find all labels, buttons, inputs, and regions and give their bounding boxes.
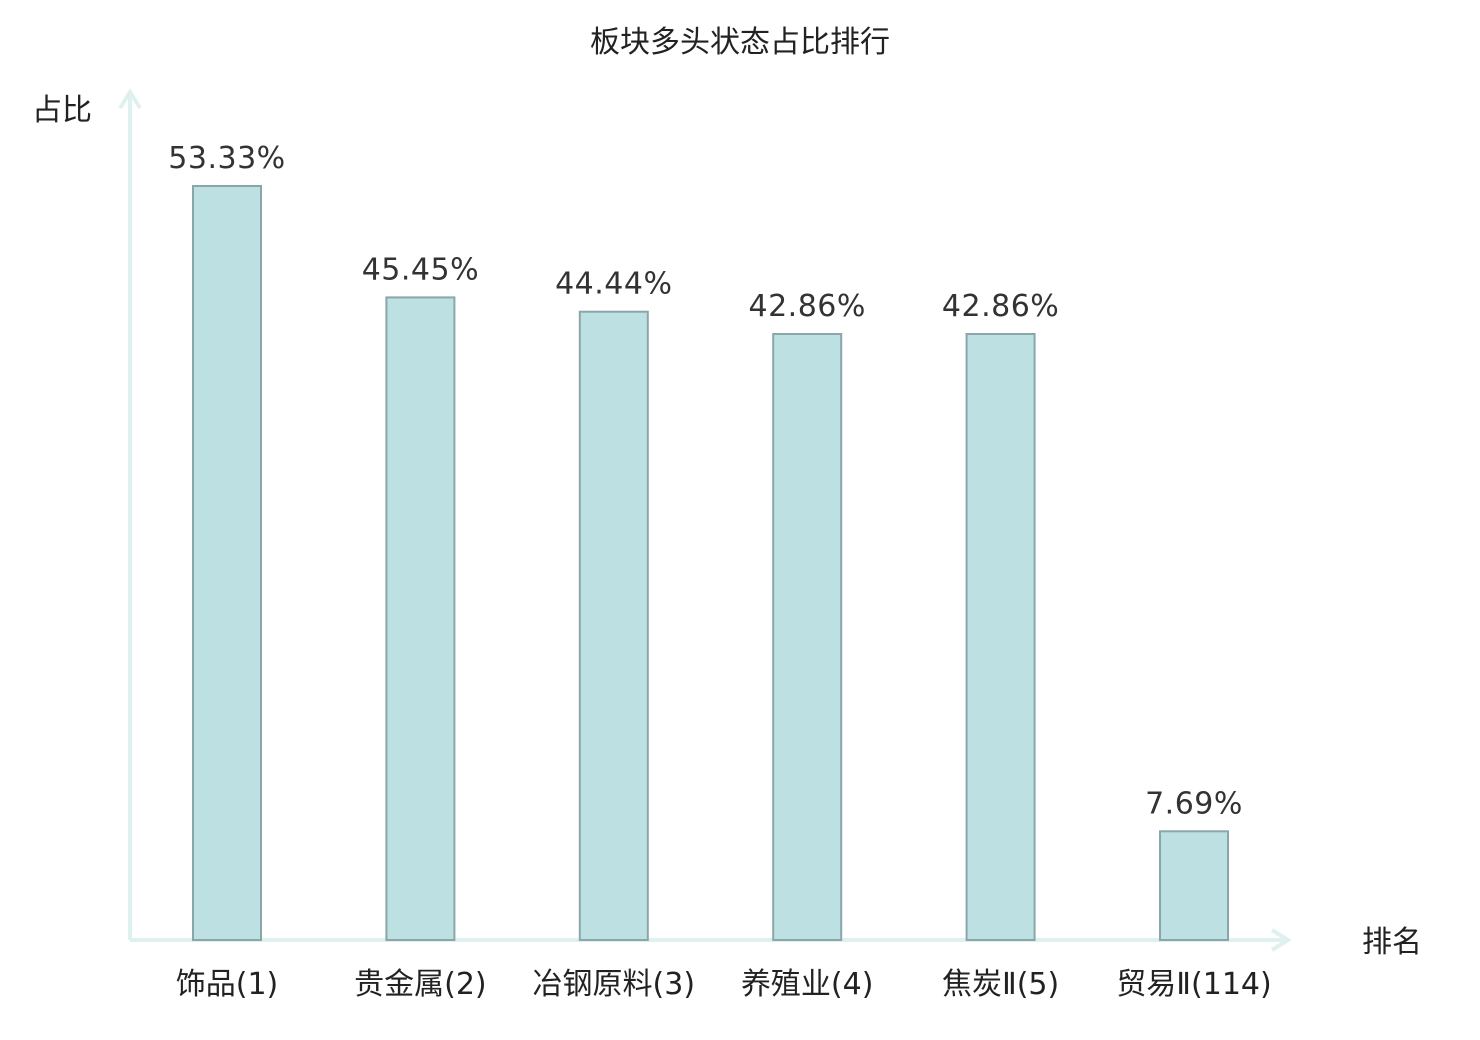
- data-label: 45.45%: [362, 252, 479, 287]
- bar: [1159, 830, 1229, 941]
- bar: [192, 185, 262, 941]
- x-axis-label: 排名: [1362, 925, 1422, 960]
- bar: [965, 333, 1036, 941]
- category-labels: 饰品(1) 贵金属(2) 冶钢原料(3) 养殖业(4) 焦炭Ⅱ(5) 贸易Ⅱ(114): [176, 967, 1272, 1002]
- y-axis: [118, 88, 142, 940]
- y-axis-label: 占比: [32, 93, 92, 128]
- y-axis-arrow-icon: [118, 88, 142, 110]
- x-axis: [130, 928, 1292, 952]
- x-tick-label: 贸易Ⅱ(114): [1116, 967, 1271, 1002]
- bar: [578, 310, 649, 941]
- x-tick-label: 冶钢原料(3): [533, 967, 696, 1002]
- x-tick-label: 饰品(1): [176, 967, 279, 1002]
- bar: [385, 296, 456, 941]
- chart-title: 板块多头状态占比排行: [590, 25, 890, 60]
- x-axis-arrow-icon: [1270, 928, 1292, 952]
- x-tick-label: 养殖业(4): [741, 967, 874, 1002]
- bar-series: [192, 185, 1229, 941]
- bar: [772, 333, 843, 941]
- x-tick-label: 贵金属(2): [354, 967, 487, 1002]
- data-label: 44.44%: [555, 267, 672, 302]
- data-label: 42.86%: [942, 289, 1059, 324]
- data-label: 53.33%: [168, 141, 285, 176]
- value-labels: 53.33% 45.45% 44.44% 42.86% 42.86% 7.69%: [168, 141, 1243, 821]
- data-label: 7.69%: [1145, 786, 1243, 821]
- x-tick-label: 焦炭Ⅱ(5): [942, 967, 1059, 1002]
- data-label: 42.86%: [749, 289, 866, 324]
